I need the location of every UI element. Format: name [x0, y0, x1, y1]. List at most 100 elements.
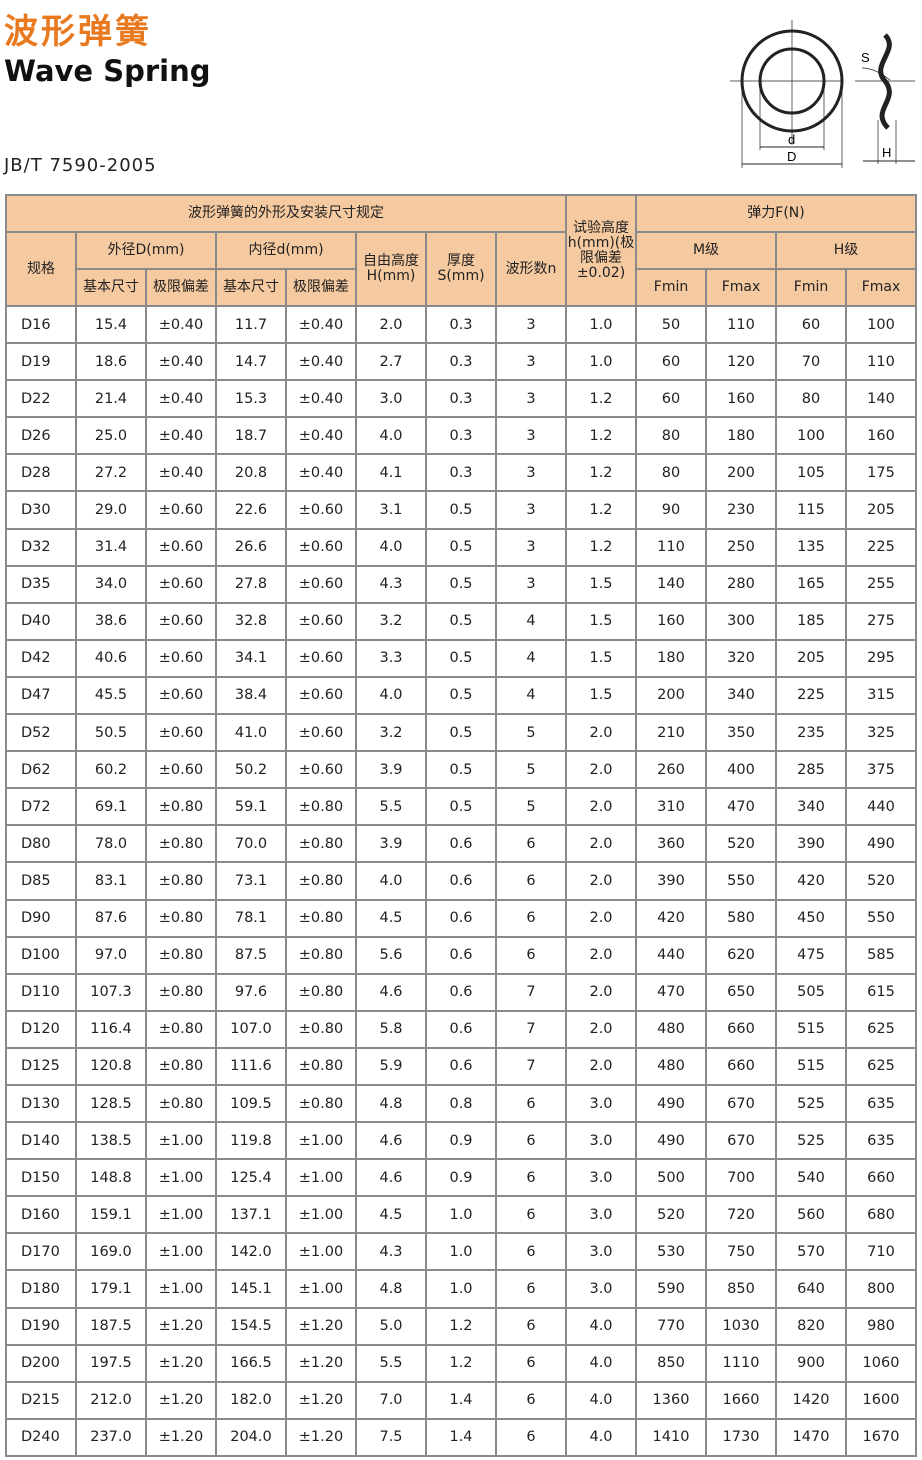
label-s: S: [861, 50, 870, 65]
header-test-height: 试验高度h(mm)(极限偏差±0.02): [565, 194, 637, 307]
table-cell: 5.9: [355, 1046, 427, 1086]
table-cell: ±0.80: [145, 787, 217, 827]
spec-cell: D80: [5, 824, 77, 864]
table-cell: 205: [775, 638, 847, 678]
table-cell: 2.0: [565, 1046, 637, 1086]
table-cell: 2.0: [565, 861, 637, 901]
table-cell: 440: [635, 935, 707, 975]
table-cell: 18.7: [215, 416, 287, 456]
table-cell: 29.0: [75, 490, 147, 530]
table-cell: ±0.60: [285, 527, 357, 567]
table-cell: 1.5: [565, 638, 637, 678]
table-cell: 100: [844, 304, 918, 345]
table-cell: 6: [495, 1158, 567, 1198]
table-cell: 6: [495, 1380, 567, 1420]
table-cell: 109.5: [215, 1083, 287, 1124]
table-cell: 0.6: [425, 935, 497, 975]
table-cell: 280: [705, 564, 777, 604]
table-cell: 315: [844, 675, 918, 716]
table-cell: 0.3: [425, 304, 497, 345]
table-cell: 119.8: [215, 1121, 287, 1161]
table-cell: ±0.80: [285, 1009, 357, 1049]
table-cell: 0.3: [425, 342, 497, 382]
table-cell: 97.6: [215, 972, 287, 1012]
table-cell: 100: [775, 416, 847, 456]
table-row: D170 169.0 ±1.00 142.0 ±1.00 4.3 1.0 6 3.0 530 750…: [5, 1232, 918, 1272]
table-cell: 225: [775, 675, 847, 716]
table-cell: 3: [495, 416, 567, 456]
table-cell: 80: [635, 453, 707, 493]
table-cell: 670: [705, 1083, 777, 1124]
header-h-grade: H级: [774, 231, 918, 270]
table-cell: 0.5: [425, 638, 497, 678]
table-cell: 60: [775, 304, 847, 345]
table-row: D190 187.5 ±1.20 154.5 ±1.20 5.0 1.2 6 4.0 770 103…: [5, 1306, 918, 1346]
table-cell: 520: [635, 1195, 707, 1235]
table-cell: 400: [705, 750, 777, 790]
table-cell: 480: [635, 1046, 707, 1086]
table-row: D150 148.8 ±1.00 125.4 ±1.00 4.6 0.9 6 3.0 500 700…: [5, 1158, 918, 1198]
header-force: 弹力F(N): [634, 194, 918, 233]
table-cell: ±0.80: [285, 861, 357, 901]
table-cell: 0.5: [425, 490, 497, 530]
spec-cell: D150: [5, 1158, 77, 1198]
table-cell: ±0.40: [285, 416, 357, 456]
table-cell: 625: [844, 1046, 918, 1086]
table-cell: 1.2: [425, 1306, 497, 1346]
table-cell: 32.8: [215, 601, 287, 641]
table-cell: 850: [705, 1269, 777, 1309]
header-h-fmin: Fmin: [775, 268, 847, 307]
table-cell: ±0.40: [285, 342, 357, 382]
table-cell: 137.1: [215, 1195, 287, 1235]
header-h-fmax: Fmax: [844, 268, 918, 307]
table-cell: 255: [844, 564, 918, 604]
table-cell: 420: [775, 861, 847, 901]
table-row: D110 107.3 ±0.80 97.6 ±0.80 4.6 0.6 7 2.0 470 650 5…: [5, 972, 918, 1012]
table-cell: 107.3: [75, 972, 147, 1012]
table-cell: 390: [775, 824, 847, 864]
table-cell: 3: [495, 304, 567, 345]
table-cell: 6: [495, 1269, 567, 1309]
table-cell: 1110: [705, 1343, 777, 1383]
table-cell: 197.5: [75, 1343, 147, 1383]
table-cell: ±0.80: [145, 1009, 217, 1049]
table-cell: 60: [635, 342, 707, 382]
title-english: Wave Spring: [4, 54, 211, 88]
table-cell: 166.5: [215, 1343, 287, 1383]
table-cell: ±0.40: [285, 304, 357, 345]
table-cell: ±0.80: [285, 824, 357, 864]
table-cell: 1470: [775, 1417, 847, 1457]
table-cell: ±0.60: [145, 750, 217, 790]
table-cell: ±1.00: [145, 1232, 217, 1272]
table-cell: 175: [844, 453, 918, 493]
table-cell: 5.8: [355, 1009, 427, 1049]
table-cell: 200: [635, 675, 707, 716]
header-waves: 波形数n: [495, 231, 567, 307]
table-cell: ±1.00: [285, 1269, 357, 1309]
table-cell: ±0.60: [145, 490, 217, 530]
table-cell: 550: [705, 861, 777, 901]
table-row: D52 50.5 ±0.60 41.0 ±0.60 3.2 0.5 5 2.0 210 350 235…: [5, 713, 918, 753]
table-row: D215 212.0 ±1.20 182.0 ±1.20 7.0 1.4 6 4.0 1360 16…: [5, 1380, 918, 1420]
table-cell: 3.1: [355, 490, 427, 530]
table-row: D22 21.4 ±0.40 15.3 ±0.40 3.0 0.3 3 1.2 60 160 80 14…: [5, 379, 918, 419]
table-cell: 1.5: [565, 675, 637, 716]
table-cell: ±1.00: [145, 1269, 217, 1309]
table-cell: 70.0: [215, 824, 287, 864]
table-cell: 50.5: [75, 713, 147, 753]
table-cell: 4.0: [565, 1380, 637, 1420]
table-cell: 128.5: [75, 1083, 147, 1124]
table-row: D62 60.2 ±0.60 50.2 ±0.60 3.9 0.5 5 2.0 260 400 285…: [5, 750, 918, 790]
table-cell: 69.1: [75, 787, 147, 827]
table-row: D100 97.0 ±0.80 87.5 ±0.80 5.6 0.6 6 2.0 440 620 47…: [5, 935, 918, 975]
table-cell: 140: [844, 379, 918, 419]
table-row: D35 34.0 ±0.60 27.8 ±0.60 4.3 0.5 3 1.5 140 280 165…: [5, 564, 918, 604]
table-cell: 1360: [635, 1380, 707, 1420]
table-cell: 6: [495, 1417, 567, 1457]
table-cell: 90: [635, 490, 707, 530]
table-cell: 59.1: [215, 787, 287, 827]
table-cell: 3.2: [355, 601, 427, 641]
table-cell: ±0.40: [145, 453, 217, 493]
table-cell: ±1.20: [285, 1306, 357, 1346]
table-cell: 70: [775, 342, 847, 382]
